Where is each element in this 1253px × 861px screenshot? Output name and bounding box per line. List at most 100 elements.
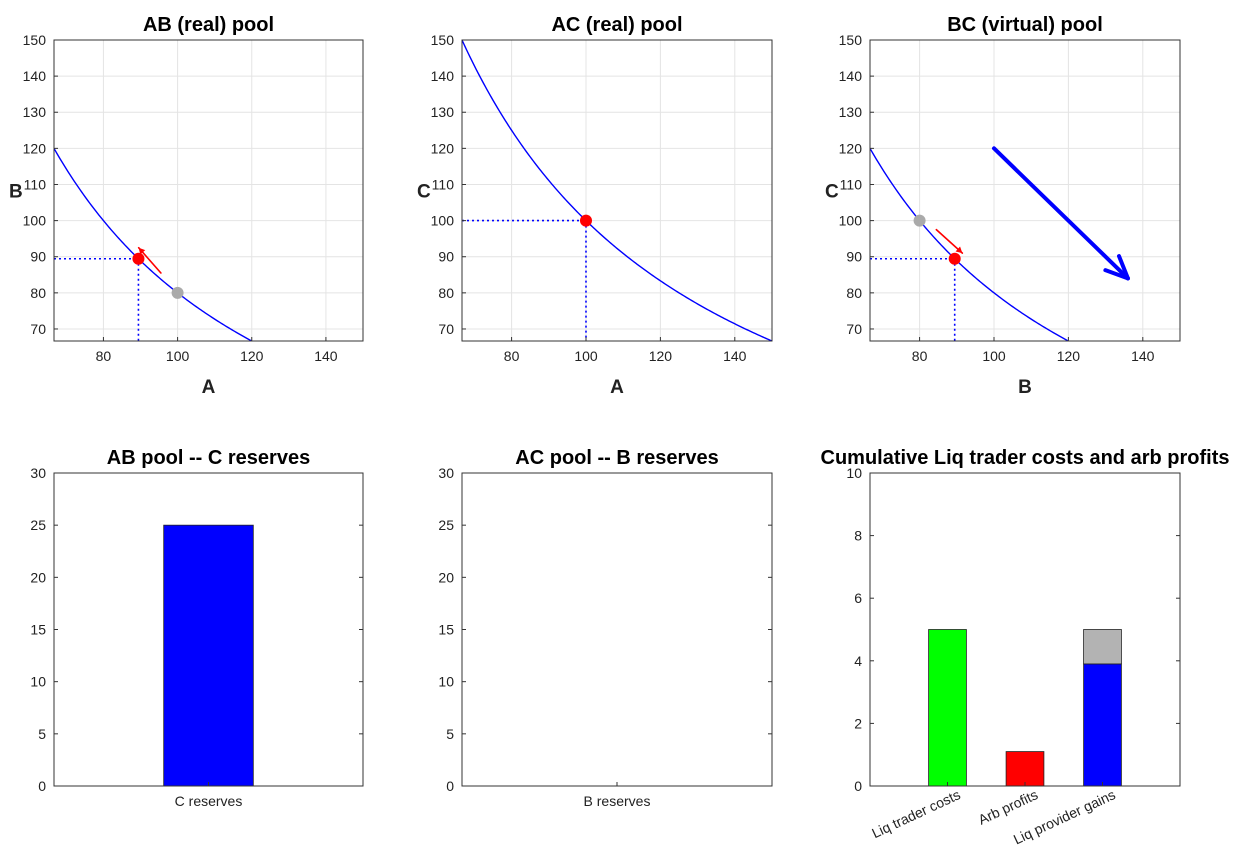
tick-label-y: 110 [24,176,47,192]
tick-label-x: 100 [574,348,598,364]
tick-label-y: 110 [840,176,863,192]
chart-ab: 80 100 120 140 70 80 90 100 110 120 130 140 150 AB (r… [9,14,364,398]
tick-label-y: 90 [438,249,454,265]
chart-title: AB pool -- C reserves [107,447,310,469]
tick-label-y: 70 [846,321,862,337]
chart-bc: 80 100 120 140 70 80 90 100 110 120 130 140 150 BC (v… [825,14,1181,398]
plot-area [54,148,254,341]
tick-label-y: 70 [30,321,46,337]
tick-label-y: 10 [846,465,862,481]
x-axis-label: B [1018,377,1032,398]
tick-label-y: 100 [431,213,455,229]
tick-label-x: 80 [96,348,112,364]
tick-label-x: 80 [912,348,928,364]
tick-label-y: 150 [839,32,863,48]
tick-label-y: 2 [854,715,862,731]
chart-title: AC pool -- B reserves [515,447,718,469]
bar-liq-provider-gains-seg1 [1083,629,1122,665]
chart-ac: 80 100 120 140 70 80 90 100 110 120 130 140 150 AC (r… [417,14,773,398]
tick-label-y: 70 [438,321,454,337]
tick-label-y: 0 [446,778,454,794]
chart-abres: 0 5 10 15 20 25 30 C reserves AB pool -- C reser… [30,447,364,809]
bar-c-reserves [163,524,254,787]
axes-frame [461,39,773,342]
plot-area [870,148,1070,341]
tick-label-y: 0 [854,778,862,794]
tick-label-x: 100 [166,348,190,364]
tick-label-y: 110 [432,176,455,192]
arrow-head-stroke [1117,254,1130,281]
tick-label-y: 8 [854,528,862,544]
chart-title: AC (real) pool [551,14,682,36]
category-label: Arb profits [976,786,1041,827]
arrow-head [138,247,146,255]
tick-label-y: 130 [431,104,455,120]
invariant-curve [54,148,254,341]
tick-label-x: 140 [314,348,338,364]
tick-label-y: 0 [38,778,46,794]
chart-title: AB (real) pool [143,14,274,36]
tick-label-y: 10 [438,674,454,690]
point-current [948,252,961,265]
y-axis-label: C [417,182,431,203]
tick-label-y: 120 [839,140,863,156]
tick-label-y: 90 [846,249,862,265]
plot-area [462,40,772,341]
bar-liq-trader-costs-seg0 [928,629,967,787]
tick-label-y: 130 [839,104,863,120]
tick-label-y: 15 [438,622,454,638]
tick-label-x: 80 [504,348,520,364]
tick-label-y: 80 [438,285,454,301]
point-current [132,252,145,265]
axes-frame [869,472,1181,787]
category-label: Liq trader costs [869,786,963,841]
arrow-head-stroke [1103,268,1130,281]
tick-label-y: 150 [23,32,47,48]
arrow-trade [137,246,162,274]
arrow-trade [935,228,964,254]
tick-label-y: 4 [854,653,862,669]
tick-label-y: 6 [854,590,862,606]
tick-label-x: 120 [649,348,673,364]
tick-label-y: 150 [431,32,455,48]
tick-label-x: 120 [1057,348,1081,364]
tick-label-y: 120 [431,140,455,156]
tick-label-y: 140 [431,68,455,84]
tick-label-y: 100 [839,213,863,229]
bar-liq-provider-gains-seg0 [1083,663,1122,787]
arrow-direction [991,146,1130,281]
tick-label-y: 10 [30,674,46,690]
y-axis-label: C [825,182,839,203]
chart-title: BC (virtual) pool [947,14,1103,36]
tick-label-y: 30 [438,465,454,481]
axes-frame [461,472,773,787]
tick-label-y: 20 [30,569,46,585]
tick-label-y: 80 [30,285,46,301]
category-label: B reserves [584,793,651,809]
category-label: C reserves [175,793,243,809]
y-axis-label: B [9,182,23,203]
tick-label-y: 130 [23,104,47,120]
arrow-head [955,246,963,254]
tick-label-y: 80 [846,285,862,301]
tick-label-y: 90 [30,249,46,265]
invariant-curve [462,40,772,341]
point-previous [171,286,184,299]
tick-label-x: 100 [982,348,1006,364]
point-current [579,214,592,227]
tick-label-y: 5 [446,726,454,742]
axes-frame [869,39,1181,342]
chart-acres: 0 5 10 15 20 25 30 B reserves AC pool -- B reser… [438,447,773,809]
chart-title: Cumulative Liq trader costs and arb prof… [821,447,1230,469]
arrow-shaft [991,146,1130,281]
tick-label-y: 140 [839,68,863,84]
point-previous [913,214,926,227]
bar-arb-profits-seg0 [1005,751,1045,787]
tick-label-y: 140 [23,68,47,84]
x-axis-label: A [202,377,216,398]
x-axis-label: A [610,377,624,398]
tick-label-x: 120 [240,348,264,364]
axes-frame [53,39,364,342]
tick-label-y: 25 [438,517,454,533]
